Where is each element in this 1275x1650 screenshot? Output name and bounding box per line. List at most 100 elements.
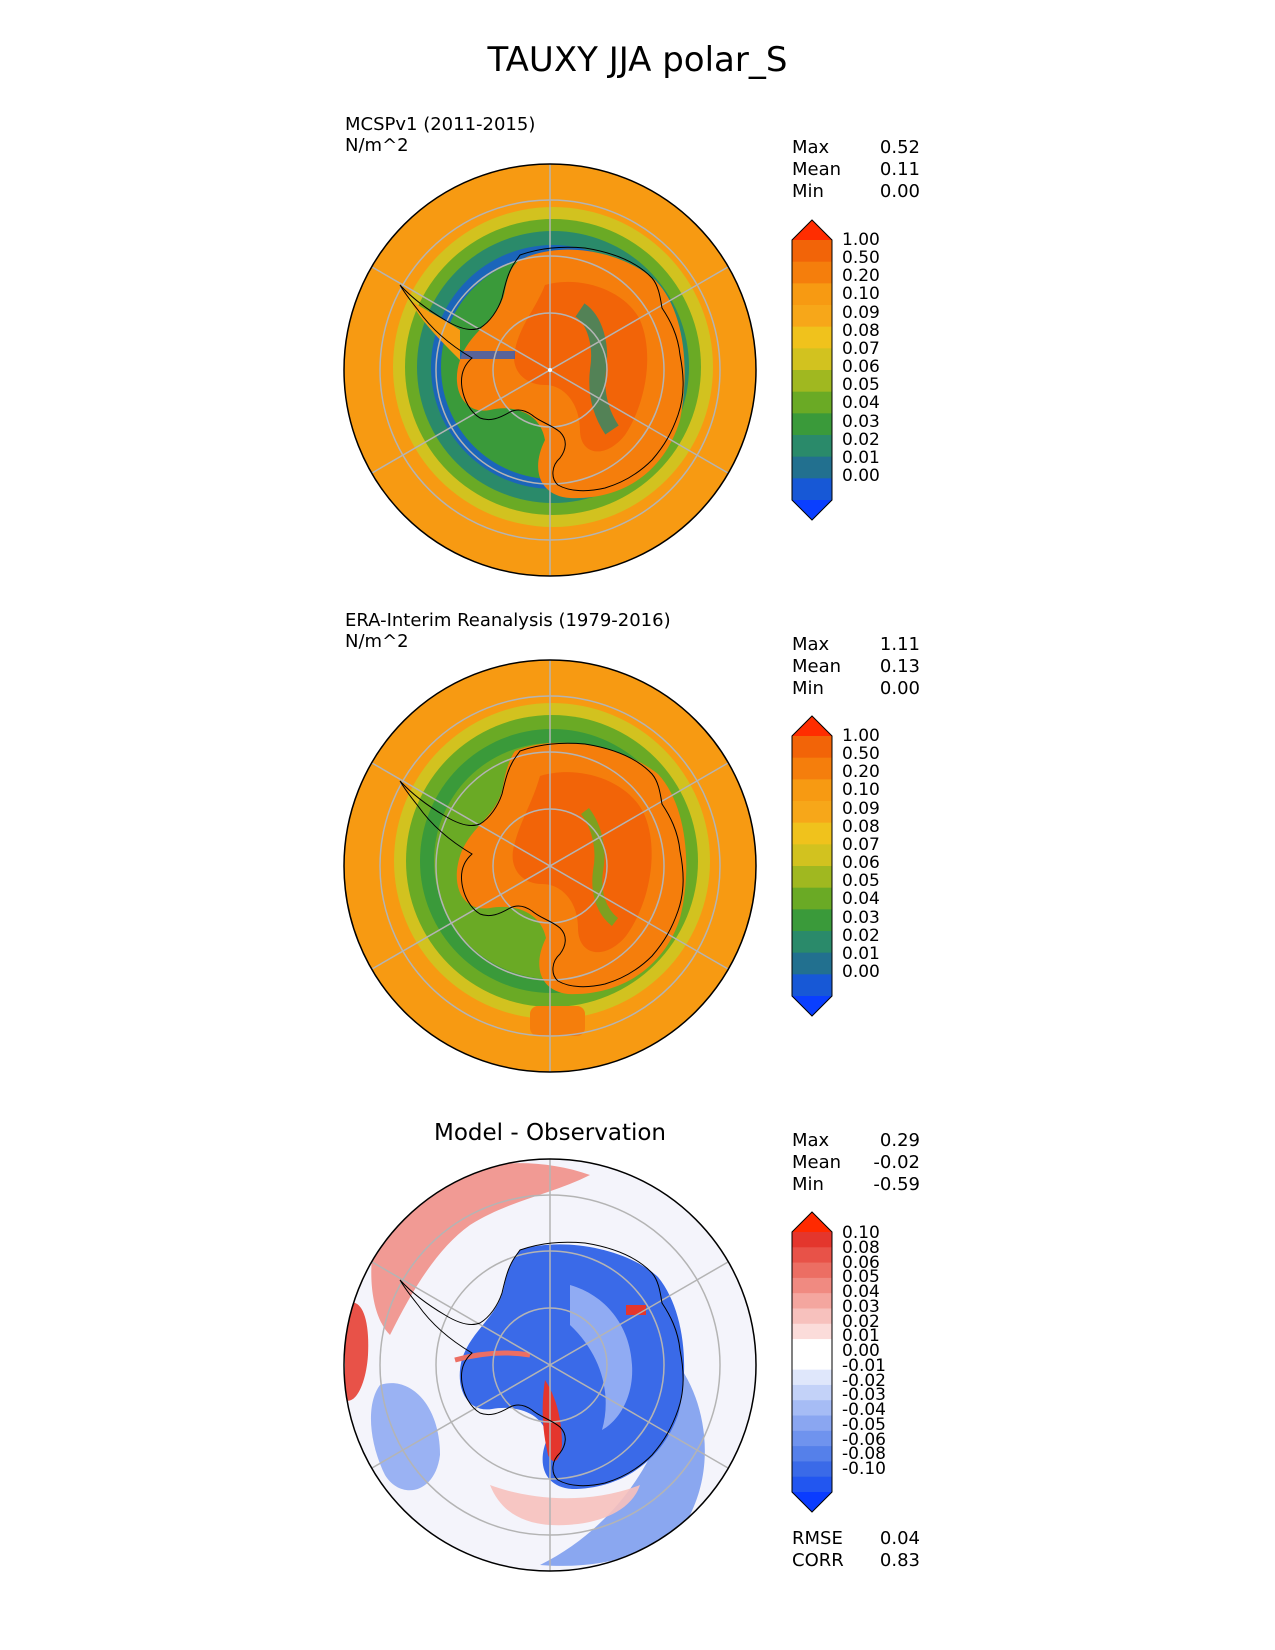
panel-1-continent-inner <box>514 281 648 452</box>
panel-1-continent-channel <box>574 303 619 435</box>
colorbar-segment <box>792 736 832 759</box>
colorbar-segment <box>792 283 832 306</box>
colorbar-tick-label: 0.50 <box>842 744 880 765</box>
colorbar-segment <box>792 1339 832 1355</box>
colorbar-tick-label: 1.00 <box>842 230 880 250</box>
panel-1-pole-dot <box>548 368 552 372</box>
colorbar-tick-label: 0.07 <box>842 834 880 855</box>
colorbar-segment <box>792 1415 832 1432</box>
colorbar-tick-label: 0.02 <box>842 429 880 450</box>
colorbar-segment <box>792 1293 832 1310</box>
colorbar-segment <box>792 1461 832 1478</box>
stat-value: 0.04 <box>879 1528 920 1549</box>
colorbar-segment <box>792 1277 832 1294</box>
panel-2-graticule <box>371 660 729 1072</box>
panel-2-colorbar <box>791 715 833 1017</box>
colorbar-tick-label: 0.09 <box>842 798 880 819</box>
colorbar-segment <box>792 866 832 889</box>
stat-value: 0.52 <box>879 137 920 158</box>
panel-3-pos-streak <box>454 1350 531 1363</box>
stat-label: Max <box>792 1130 830 1151</box>
colorbar-tick-label: 0.01 <box>842 943 880 964</box>
stat-label: Max <box>792 137 830 158</box>
panel-1-stats: Max 0.52 Mean 0.11 Min 0.00 <box>792 137 920 203</box>
colorbar-segment <box>792 305 832 328</box>
colorbar-segment <box>792 822 832 845</box>
panel-3-stats: Max 0.29 Mean -0.02 Min -0.59 <box>792 1130 920 1196</box>
panel-3-pos-south <box>490 1485 640 1526</box>
colorbar-tick-label: 0.20 <box>842 762 880 783</box>
stat-label: CORR <box>792 1550 844 1571</box>
stat-label: Min <box>792 181 824 202</box>
colorbar-segment <box>792 1262 832 1279</box>
colorbar-tick-label: 0.08 <box>842 816 880 837</box>
panel-1-coastline <box>399 246 684 492</box>
colorbar-segment <box>792 974 832 997</box>
panel-3-extra-stats: RMSE 0.04 CORR 0.83 <box>792 1528 920 1572</box>
panel-3-colorbar <box>791 1211 833 1513</box>
colorbar-tick-label: 0.04 <box>842 1282 880 1302</box>
stat-value: 0.00 <box>879 181 920 202</box>
colorbar-segment <box>792 887 832 910</box>
panel-2-header: ERA-Interim Reanalysis (1979-2016) N/m^2 <box>345 610 671 652</box>
panel-1-map-boundary <box>343 163 757 577</box>
colorbar-tick-label: 0.05 <box>842 1267 880 1288</box>
panel-3-map <box>343 1158 757 1572</box>
colorbar-segment <box>792 478 832 501</box>
stat-label: Max <box>792 634 830 655</box>
panel-3-coastline <box>399 1241 684 1487</box>
panel-3-graticule <box>371 1159 729 1571</box>
colorbar-segment <box>792 435 832 458</box>
stat-value: 0.13 <box>879 656 920 677</box>
panel-1-units: N/m^2 <box>345 135 409 156</box>
colorbar-tick-label: -0.08 <box>842 1444 886 1465</box>
colorbar-segment <box>792 326 832 349</box>
panel-2-coastline <box>399 742 684 988</box>
colorbar-segment <box>792 261 832 284</box>
colorbar-tick-label: -0.03 <box>842 1385 886 1406</box>
colorbar-tick-label: -0.04 <box>842 1400 886 1420</box>
colorbar-tick-label: 0.01 <box>842 1326 880 1347</box>
colorbar-extend-max <box>792 716 832 736</box>
colorbar-tick-label: 1.00 <box>842 726 880 746</box>
colorbar-segment <box>792 801 832 824</box>
colorbar-segment <box>792 1247 832 1264</box>
colorbar-tick-label: 0.20 <box>842 266 880 287</box>
colorbar-tick-label: 0.06 <box>842 357 880 378</box>
figure-title: TAUXY JJA polar_S <box>487 40 788 80</box>
panel-1-colorbar <box>791 219 833 521</box>
colorbar-tick-label: 0.06 <box>842 1252 880 1273</box>
colorbar-segment <box>792 240 832 263</box>
panel-2-continent-channel <box>580 807 619 926</box>
colorbar-tick-label: 0.05 <box>842 871 880 892</box>
colorbar-segment <box>792 909 832 932</box>
colorbar-extend-min <box>792 500 832 520</box>
panel-2-title: ERA-Interim Reanalysis (1979-2016) <box>345 610 671 631</box>
colorbar-segment <box>792 844 832 867</box>
colorbar-tick-label: 0.03 <box>842 1296 880 1317</box>
colorbar-tick-label: 0.01 <box>842 447 880 468</box>
colorbar-tick-label: 0.00 <box>842 962 880 982</box>
stat-value: -0.02 <box>873 1152 920 1173</box>
panel-2-lower-patch <box>530 1006 585 1036</box>
colorbar-extend-min <box>792 1492 832 1512</box>
colorbar-tick-label: -0.01 <box>842 1355 886 1376</box>
colorbar-tick-label: 0.02 <box>842 925 880 946</box>
colorbar-segment <box>792 1354 832 1371</box>
colorbar-outline <box>791 1211 833 1513</box>
panel-1-title: MCSPv1 (2011-2015) <box>345 114 536 135</box>
colorbar-extend-max <box>792 1212 832 1232</box>
panel-3-map-boundary <box>343 1158 757 1572</box>
colorbar-outline <box>791 219 833 521</box>
colorbar-tick-label: 0.06 <box>842 853 880 874</box>
colorbar-tick-label: -0.06 <box>842 1429 886 1450</box>
colorbar-tick-label: -0.05 <box>842 1414 886 1435</box>
panel-2-continent-inner <box>512 772 652 953</box>
panel-2-map <box>343 659 757 1073</box>
colorbar-tick-label: 0.10 <box>842 284 880 305</box>
colorbar-tick-label: 0.03 <box>842 411 880 432</box>
colorbar-tick-label: 0.07 <box>842 338 880 359</box>
panel-3-neg-west <box>370 1383 440 1491</box>
colorbar-extend-max <box>792 220 832 240</box>
colorbar-segment <box>792 370 832 393</box>
